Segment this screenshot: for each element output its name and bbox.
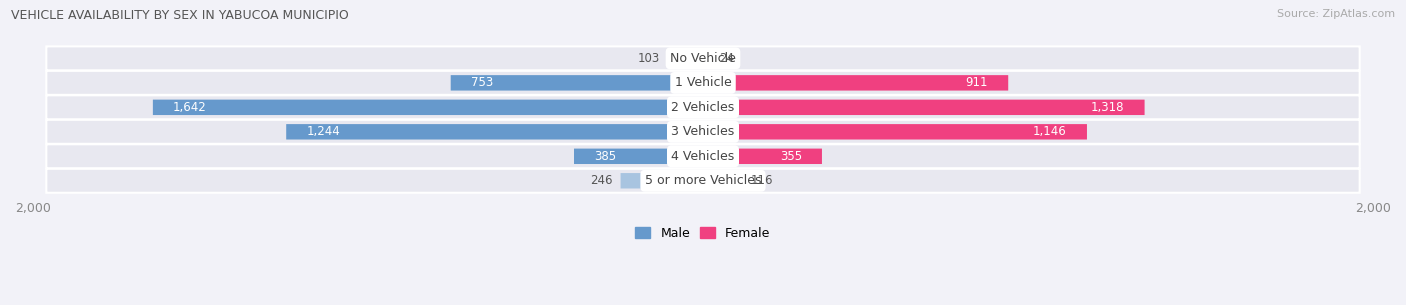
FancyBboxPatch shape (451, 75, 703, 91)
Text: 3 Vehicles: 3 Vehicles (672, 125, 734, 138)
Legend: Male, Female: Male, Female (636, 227, 770, 240)
FancyBboxPatch shape (574, 149, 703, 164)
Text: 1,642: 1,642 (173, 101, 207, 114)
FancyBboxPatch shape (46, 169, 1360, 193)
Text: 4 Vehicles: 4 Vehicles (672, 150, 734, 163)
Text: 1,244: 1,244 (307, 125, 340, 138)
Text: 1,146: 1,146 (1033, 125, 1067, 138)
Text: 1 Vehicle: 1 Vehicle (675, 76, 731, 89)
FancyBboxPatch shape (287, 124, 703, 139)
Text: 24: 24 (720, 52, 734, 65)
Text: Source: ZipAtlas.com: Source: ZipAtlas.com (1277, 9, 1395, 19)
FancyBboxPatch shape (703, 149, 823, 164)
FancyBboxPatch shape (703, 100, 1144, 115)
Text: No Vehicle: No Vehicle (671, 52, 735, 65)
FancyBboxPatch shape (703, 173, 742, 188)
FancyBboxPatch shape (46, 95, 1360, 119)
Text: VEHICLE AVAILABILITY BY SEX IN YABUCOA MUNICIPIO: VEHICLE AVAILABILITY BY SEX IN YABUCOA M… (11, 9, 349, 22)
FancyBboxPatch shape (46, 46, 1360, 70)
FancyBboxPatch shape (620, 173, 703, 188)
Text: 753: 753 (471, 76, 494, 89)
FancyBboxPatch shape (46, 120, 1360, 144)
Text: 103: 103 (638, 52, 659, 65)
FancyBboxPatch shape (153, 100, 703, 115)
Text: 2 Vehicles: 2 Vehicles (672, 101, 734, 114)
Text: 5 or more Vehicles: 5 or more Vehicles (645, 174, 761, 187)
FancyBboxPatch shape (46, 71, 1360, 95)
Text: 355: 355 (780, 150, 801, 163)
FancyBboxPatch shape (703, 51, 711, 66)
Text: 911: 911 (966, 76, 988, 89)
FancyBboxPatch shape (668, 51, 703, 66)
Text: 385: 385 (595, 150, 616, 163)
Text: 116: 116 (751, 174, 773, 187)
Text: 1,318: 1,318 (1091, 101, 1125, 114)
FancyBboxPatch shape (703, 75, 1008, 91)
Text: 246: 246 (589, 174, 612, 187)
FancyBboxPatch shape (703, 124, 1087, 139)
FancyBboxPatch shape (46, 144, 1360, 168)
